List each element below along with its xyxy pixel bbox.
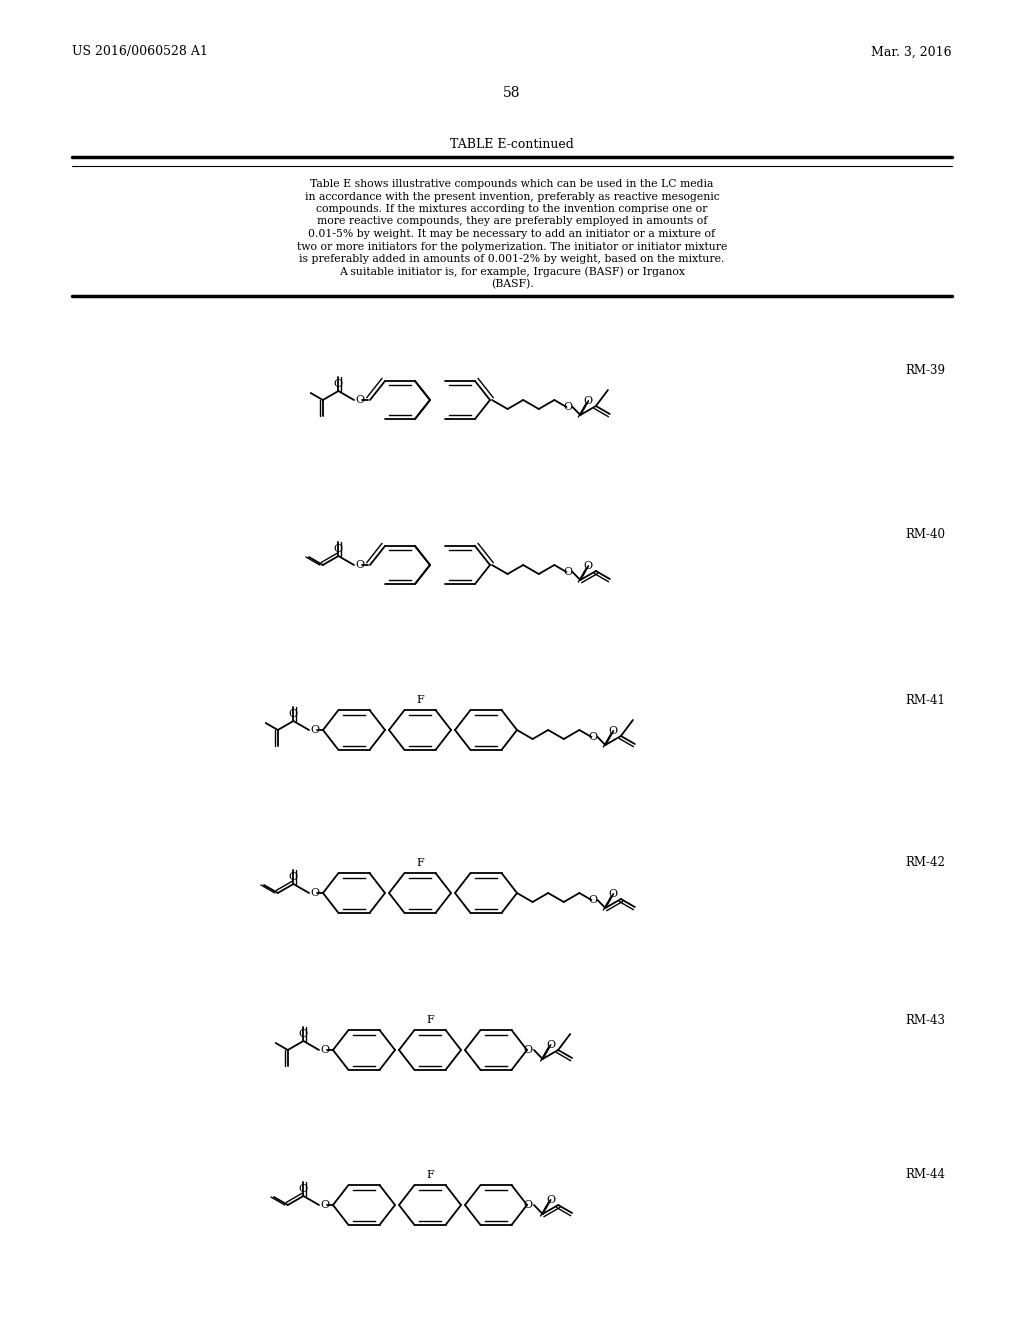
Text: TABLE E-continued: TABLE E-continued [451,137,573,150]
Text: Mar. 3, 2016: Mar. 3, 2016 [871,45,952,58]
Text: RM-43: RM-43 [905,1014,945,1027]
Text: O: O [310,725,319,735]
Text: O: O [355,395,365,405]
Text: A suitable initiator is, for example, Irgacure (BASF) or Irganox: A suitable initiator is, for example, Ir… [339,267,685,277]
Text: F: F [426,1015,434,1026]
Text: RM-42: RM-42 [905,857,945,870]
Text: compounds. If the mixtures according to the invention comprise one or: compounds. If the mixtures according to … [316,205,708,214]
Text: O: O [588,733,597,742]
Text: Table E shows illustrative compounds which can be used in the LC media: Table E shows illustrative compounds whi… [310,180,714,189]
Text: O: O [289,709,298,719]
Text: US 2016/0060528 A1: US 2016/0060528 A1 [72,45,208,58]
Text: O: O [289,873,298,882]
Text: O: O [334,544,343,554]
Text: more reactive compounds, they are preferably employed in amounts of: more reactive compounds, they are prefer… [316,216,708,227]
Text: F: F [426,1170,434,1180]
Text: O: O [355,560,365,570]
Text: (BASF).: (BASF). [490,279,534,289]
Text: F: F [416,858,424,869]
Text: O: O [584,396,593,407]
Text: O: O [310,888,319,898]
Text: O: O [321,1200,330,1210]
Text: O: O [321,1045,330,1055]
Text: 58: 58 [503,86,521,100]
Text: is preferably added in amounts of 0.001-2% by weight, based on the mixture.: is preferably added in amounts of 0.001-… [299,253,725,264]
Text: RM-44: RM-44 [905,1168,945,1181]
Text: O: O [334,379,343,389]
Text: O: O [523,1200,532,1210]
Text: O: O [523,1045,532,1055]
Text: O: O [584,561,593,572]
Text: RM-40: RM-40 [905,528,945,541]
Text: O: O [563,568,572,577]
Text: O: O [609,726,617,737]
Text: in accordance with the present invention, preferably as reactive mesogenic: in accordance with the present invention… [304,191,720,202]
Text: O: O [546,1040,555,1049]
Text: RM-41: RM-41 [905,693,945,706]
Text: RM-39: RM-39 [905,363,945,376]
Text: F: F [416,696,424,705]
Text: O: O [299,1030,308,1039]
Text: O: O [546,1195,555,1205]
Text: O: O [299,1184,308,1195]
Text: two or more initiators for the polymerization. The initiator or initiator mixtur: two or more initiators for the polymeriz… [297,242,727,252]
Text: O: O [609,888,617,899]
Text: O: O [588,895,597,906]
Text: O: O [563,403,572,412]
Text: 0.01-5% by weight. It may be necessary to add an initiator or a mixture of: 0.01-5% by weight. It may be necessary t… [308,228,716,239]
